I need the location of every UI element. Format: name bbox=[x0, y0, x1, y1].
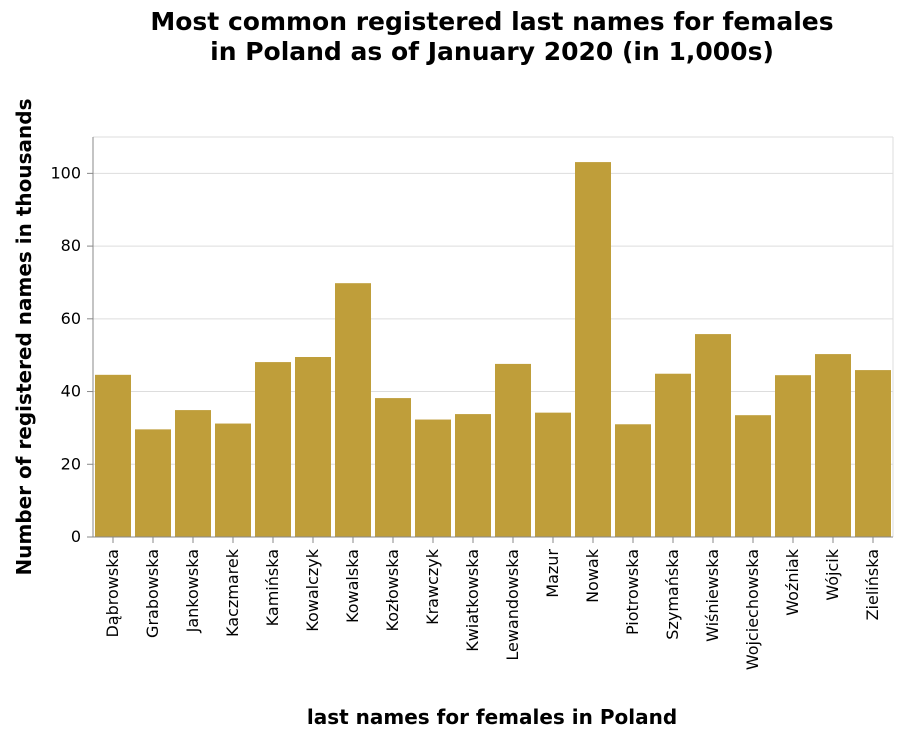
bar bbox=[415, 419, 451, 537]
y-tick-label: 0 bbox=[71, 527, 81, 546]
x-tick-label: Grabowska bbox=[143, 549, 162, 638]
y-tick-label: 100 bbox=[50, 163, 81, 182]
x-tick-label: Kaczmarek bbox=[223, 548, 242, 637]
x-tick-label: Piotrowska bbox=[623, 549, 642, 635]
x-tick-label: Dąbrowska bbox=[103, 549, 122, 638]
bar bbox=[855, 370, 891, 537]
bar bbox=[535, 412, 571, 537]
bar bbox=[295, 357, 331, 537]
chart-title-line-2: in Poland as of January 2020 (in 1,000s) bbox=[210, 37, 774, 66]
x-tick-label: Jankowska bbox=[183, 549, 202, 633]
x-tick-label: Kowalczyk bbox=[303, 548, 322, 631]
bar bbox=[135, 429, 171, 537]
x-tick-label: Zielińska bbox=[863, 549, 882, 620]
y-tick-label: 80 bbox=[61, 236, 81, 255]
bar bbox=[575, 162, 611, 537]
y-tick-label: 60 bbox=[61, 309, 81, 328]
bar bbox=[495, 363, 531, 537]
x-tick-label: Kamińska bbox=[263, 549, 282, 626]
x-tick-label: Wiśniewska bbox=[703, 549, 722, 642]
bar bbox=[375, 398, 411, 537]
x-tick-label: Woźniak bbox=[783, 548, 802, 615]
axes: 0 20 40 60 80 100 Dąbrowska Grabowska Jankowska K… bbox=[50, 137, 893, 670]
y-axis-title: Number of registered names in thousands bbox=[12, 99, 36, 576]
x-tick-label: Lewandowska bbox=[503, 549, 522, 661]
x-tick-label: Kwiatkowska bbox=[463, 549, 482, 652]
bar bbox=[695, 334, 731, 537]
x-tick-label: Szymańska bbox=[663, 549, 682, 640]
x-tick-label: Mazur bbox=[543, 549, 562, 598]
bar bbox=[735, 415, 771, 537]
bar bbox=[615, 424, 651, 537]
bar bbox=[215, 423, 251, 537]
x-axis-title: last names for females in Poland bbox=[307, 705, 677, 729]
bar bbox=[335, 283, 371, 537]
y-tick-label: 20 bbox=[61, 454, 81, 473]
x-tick-label: Wójcik bbox=[823, 548, 842, 600]
bar bbox=[255, 362, 291, 537]
bar bbox=[655, 373, 691, 537]
chart-title-line-1: Most common registered last names for fe… bbox=[150, 7, 833, 36]
y-tick-label: 40 bbox=[61, 382, 81, 401]
bars bbox=[95, 162, 891, 537]
gridlines bbox=[93, 136, 894, 538]
x-tick-label: Wojciechowska bbox=[743, 549, 762, 670]
x-tick-label: Nowak bbox=[583, 548, 602, 603]
x-tick-label: Krawczyk bbox=[423, 548, 442, 625]
bar bbox=[775, 375, 811, 537]
x-tick-label: Kozłowska bbox=[383, 549, 402, 631]
bar bbox=[455, 414, 491, 537]
x-tick-label: Kowalska bbox=[343, 549, 362, 623]
bar bbox=[95, 374, 131, 537]
bar bbox=[815, 354, 851, 537]
bar bbox=[175, 410, 211, 537]
